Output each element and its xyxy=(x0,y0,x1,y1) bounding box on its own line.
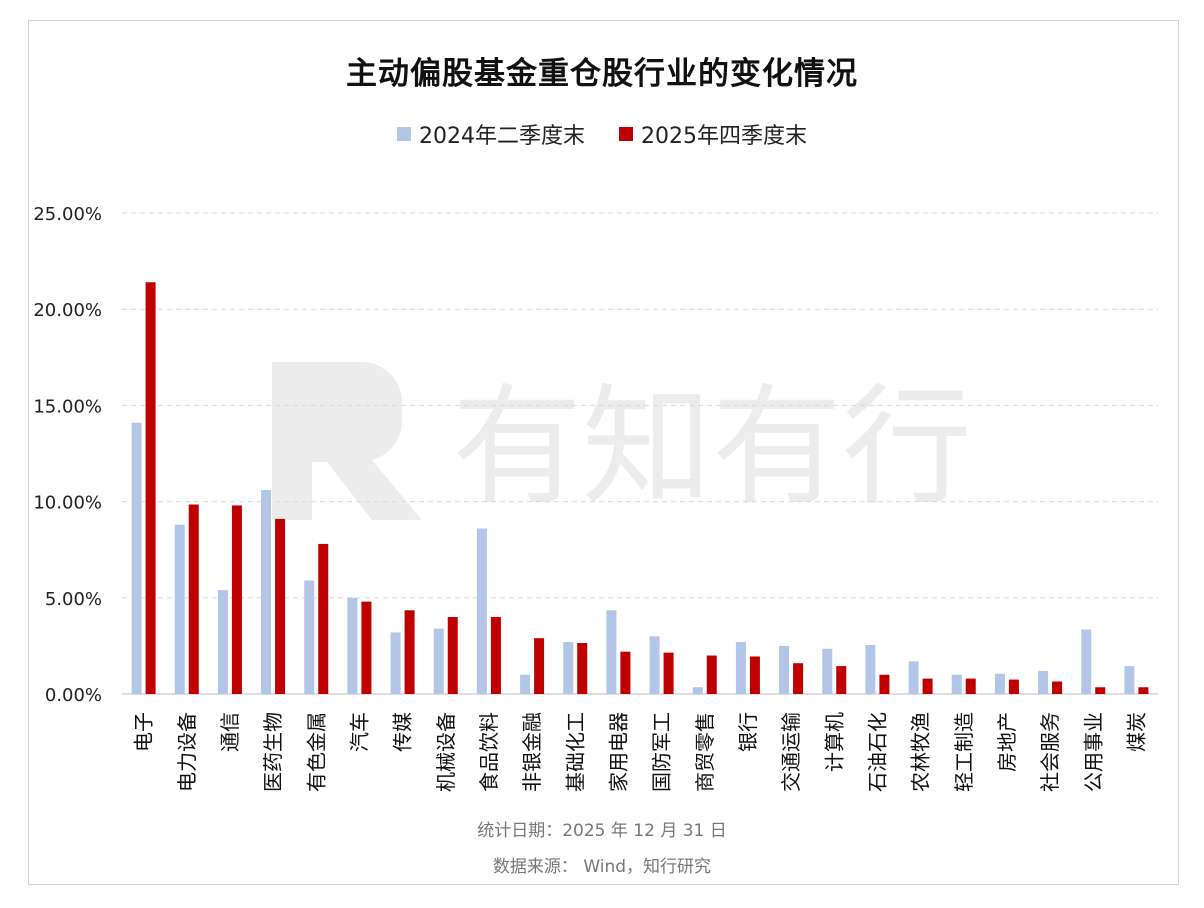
bar-2025q4 xyxy=(490,617,501,694)
x-tick-label: 机械设备 xyxy=(434,712,458,792)
x-tick-label: 房地产 xyxy=(995,712,1019,772)
bar-2025q4 xyxy=(231,505,242,694)
bar-2024q2 xyxy=(606,610,617,694)
x-tick-label: 国防军工 xyxy=(650,712,674,792)
bar-2025q4 xyxy=(706,655,717,694)
chart-title: 主动偏股基金重仓股行业的变化情况 xyxy=(346,56,858,92)
bar-2025q4 xyxy=(663,652,674,694)
bar-2025q4 xyxy=(879,674,890,694)
x-tick-label: 商贸零售 xyxy=(693,712,717,792)
bar-2025q4 xyxy=(749,656,760,694)
bar-2025q4 xyxy=(534,638,545,694)
watermark-logo-icon: 有知有行 xyxy=(272,362,972,523)
x-tick-label: 煤炭 xyxy=(1124,712,1148,752)
bar-2025q4 xyxy=(404,610,415,694)
y-tick-label: 20.00% xyxy=(33,300,102,321)
legend: 2024年二季度末 2025年四季度末 xyxy=(0,118,1204,150)
bar-2025q4 xyxy=(620,651,631,694)
x-tick-label: 有色金属 xyxy=(304,712,328,792)
bar-2024q2 xyxy=(692,687,703,694)
footer-source: 数据来源： Wind，知行研究 xyxy=(492,857,712,877)
watermark: 有知有行 xyxy=(262,352,982,536)
bar-2025q4 xyxy=(188,504,199,694)
bar-2024q2 xyxy=(1038,670,1049,694)
bar-2025q4 xyxy=(447,617,458,694)
bar-2024q2 xyxy=(822,648,833,694)
bar-2025q4 xyxy=(1052,681,1063,694)
legend-swatch-2025q4 xyxy=(619,127,633,141)
x-tick-label: 传媒 xyxy=(391,712,415,752)
x-tick-label: 公用事业 xyxy=(1081,712,1105,792)
x-tick-label: 轻工制造 xyxy=(952,712,976,792)
bar-2024q2 xyxy=(865,644,876,694)
bar-2024q2 xyxy=(520,674,531,694)
legend-label-2024q2: 2024年二季度末 xyxy=(419,124,585,149)
bar-2025q4 xyxy=(1095,687,1106,694)
bar-2025q4 xyxy=(836,666,847,694)
bar-2024q2 xyxy=(1124,666,1135,694)
watermark-text: 有知有行 xyxy=(452,371,972,523)
bar-2024q2 xyxy=(217,590,228,694)
bar-2025q4 xyxy=(275,518,286,694)
bar-2024q2 xyxy=(433,628,444,694)
y-tick-label: 25.00% xyxy=(33,204,102,225)
footer-date: 统计日期：2025 年 12 月 31 日 xyxy=(477,821,727,841)
x-tick-label: 汽车 xyxy=(347,712,371,752)
y-tick-label: 10.00% xyxy=(33,493,102,514)
bar-2025q4 xyxy=(318,543,329,694)
bar-2024q2 xyxy=(174,524,185,694)
bar-2024q2 xyxy=(951,674,962,694)
x-tick-label: 计算机 xyxy=(822,712,846,772)
x-tick-label: 医药生物 xyxy=(261,712,285,792)
x-tick-label: 石油石化 xyxy=(865,712,889,792)
legend-swatch-2024q2 xyxy=(397,127,411,141)
bar-2025q4 xyxy=(922,678,933,694)
x-tick-label: 社会服务 xyxy=(1038,712,1062,792)
bar-2025q4 xyxy=(1138,687,1149,694)
x-tick-label: 电力设备 xyxy=(175,712,199,792)
x-tick-label: 通信 xyxy=(218,712,242,752)
x-tick-label: 农林牧渔 xyxy=(909,712,933,792)
x-tick-label: 食品饮料 xyxy=(477,712,501,792)
legend-item-2025q4: 2025年四季度末 xyxy=(619,118,807,150)
x-tick-label: 电子 xyxy=(132,712,156,752)
legend-label-2025q4: 2025年四季度末 xyxy=(641,124,807,149)
x-tick-label: 交通运输 xyxy=(779,712,803,792)
x-tick-label: 家用电器 xyxy=(606,712,630,792)
bar-2025q4 xyxy=(361,601,372,694)
chart-frame xyxy=(28,20,1179,885)
legend-item-2024q2: 2024年二季度末 xyxy=(397,118,585,150)
bar-2025q4 xyxy=(577,643,588,694)
y-tick-label: 5.00% xyxy=(45,589,102,610)
bar-2025q4 xyxy=(793,663,804,694)
bar-2024q2 xyxy=(779,645,790,694)
x-tick-label: 银行 xyxy=(736,712,760,752)
bar-2024q2 xyxy=(908,661,919,694)
bar-2024q2 xyxy=(563,642,574,694)
bar-2024q2 xyxy=(476,528,487,694)
bar-2024q2 xyxy=(131,422,142,694)
x-tick-label: 基础化工 xyxy=(563,712,587,792)
y-tick-label: 0.00% xyxy=(45,685,102,706)
x-tick-label: 非银金融 xyxy=(520,712,544,792)
bar-2024q2 xyxy=(735,642,746,694)
bar-2024q2 xyxy=(649,636,660,694)
bar-2024q2 xyxy=(390,632,401,694)
bar-2024q2 xyxy=(1081,629,1092,694)
bar-2024q2 xyxy=(304,580,315,694)
bar-2024q2 xyxy=(994,673,1005,694)
bar-2025q4 xyxy=(1008,679,1019,694)
bar-2024q2 xyxy=(261,490,272,694)
bar-2025q4 xyxy=(965,678,976,694)
bar-2025q4 xyxy=(145,282,156,694)
bar-2024q2 xyxy=(347,597,358,694)
y-tick-label: 15.00% xyxy=(33,396,102,417)
